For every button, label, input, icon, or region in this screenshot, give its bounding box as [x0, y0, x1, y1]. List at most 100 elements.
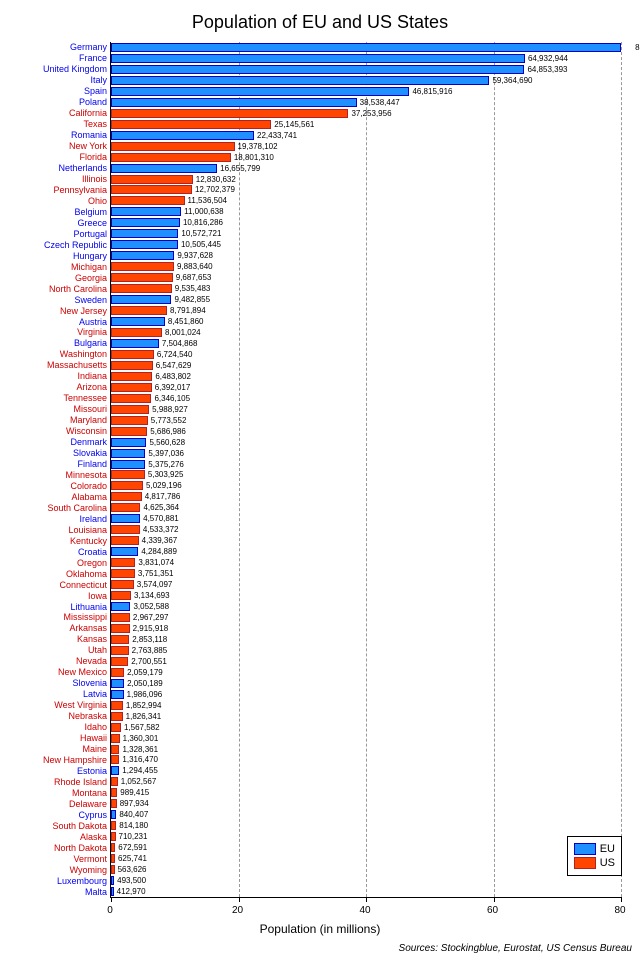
- bar: [111, 109, 348, 118]
- bar-row: Texas25,145,561: [111, 120, 621, 129]
- bar: [111, 755, 119, 764]
- bar-category-label: North Dakota: [54, 843, 107, 853]
- bar-row: Luxembourg493,500: [111, 876, 621, 885]
- bar-category-label: Bulgaria: [74, 338, 107, 348]
- bar: [111, 438, 146, 447]
- bar-category-label: Sweden: [74, 295, 107, 305]
- bar-row: Portugal10,572,721: [111, 229, 621, 238]
- bar-category-label: South Carolina: [47, 503, 107, 513]
- bar-category-label: Utah: [88, 645, 107, 655]
- legend-swatch: [574, 857, 596, 869]
- bar-row: California37,253,956: [111, 109, 621, 118]
- bar-category-label: Estonia: [77, 766, 107, 776]
- bar-category-label: Denmark: [70, 437, 107, 447]
- bar: [111, 229, 178, 238]
- bar-category-label: Slovakia: [73, 448, 107, 458]
- bar-row: Connecticut3,574,097: [111, 580, 621, 589]
- bar: [111, 449, 145, 458]
- bar-row: North Carolina9,535,483: [111, 284, 621, 293]
- bar: [111, 668, 124, 677]
- bar: [111, 196, 185, 205]
- bar-category-label: Indiana: [77, 371, 107, 381]
- bar-row: Utah2,763,885: [111, 646, 621, 655]
- bar-row: Arizona6,392,017: [111, 383, 621, 392]
- bar-category-label: Michigan: [71, 262, 107, 272]
- bar: [111, 361, 153, 370]
- bar: [111, 427, 147, 436]
- bar-row: Delaware897,934: [111, 799, 621, 808]
- bar: [111, 317, 165, 326]
- bar-category-label: Montana: [72, 788, 107, 798]
- bar-category-label: Romania: [71, 130, 107, 140]
- bar-row: Latvia1,986,096: [111, 690, 621, 699]
- bar: [111, 372, 152, 381]
- bar-value-label: 1,316,470: [122, 755, 158, 764]
- bar: [111, 120, 271, 129]
- bar-row: Colorado5,029,196: [111, 481, 621, 490]
- bar-value-label: 4,284,889: [141, 547, 177, 556]
- bar: [111, 865, 115, 874]
- bar-row: Nebraska1,826,341: [111, 712, 621, 721]
- bar-value-label: 22,433,741: [257, 131, 297, 140]
- bar-row: Minnesota5,303,925: [111, 470, 621, 479]
- bar: [111, 350, 154, 359]
- bar-value-label: 840,407: [119, 810, 148, 819]
- bar-row: Iowa3,134,693: [111, 591, 621, 600]
- bar: [111, 547, 138, 556]
- bar-category-label: Nebraska: [68, 711, 107, 721]
- bar-category-label: Massachusetts: [47, 360, 107, 370]
- bar-category-label: New Jersey: [60, 306, 107, 316]
- bar-row: Sweden9,482,855: [111, 295, 621, 304]
- bar-row: Illinois12,830,632: [111, 175, 621, 184]
- bar-row: Indiana6,483,802: [111, 372, 621, 381]
- bar-value-label: 37,253,956: [351, 109, 391, 118]
- bar-category-label: New Hampshire: [43, 755, 107, 765]
- bar: [111, 766, 119, 775]
- bar-value-label: 2,763,885: [132, 646, 168, 655]
- bar-category-label: Cyprus: [78, 810, 107, 820]
- bar-value-label: 6,483,802: [155, 372, 191, 381]
- bar-category-label: Wisconsin: [66, 426, 107, 436]
- bar: [111, 613, 130, 622]
- bar-category-label: Hawaii: [80, 733, 107, 743]
- bar: [111, 175, 193, 184]
- bar: [111, 635, 129, 644]
- bar: [111, 876, 114, 885]
- bar-row: New York19,378,102: [111, 142, 621, 151]
- bar-value-label: 12,702,379: [195, 185, 235, 194]
- bar: [111, 394, 151, 403]
- x-axis-tick-label: 40: [359, 905, 370, 916]
- bar-row: Washington6,724,540: [111, 350, 621, 359]
- bar-value-label: 4,625,364: [143, 503, 179, 512]
- bar-category-label: Illinois: [82, 174, 107, 184]
- bar-category-label: Poland: [79, 97, 107, 107]
- bar-category-label: Vermont: [73, 854, 107, 864]
- bar-value-label: 8,001,024: [165, 328, 201, 337]
- bar-value-label: 2,915,918: [133, 624, 169, 633]
- bar-row: Poland38,538,447: [111, 98, 621, 107]
- bar: [111, 65, 524, 74]
- bar: [111, 821, 116, 830]
- bar-value-label: 897,934: [120, 799, 149, 808]
- bar-row: Maryland5,773,552: [111, 416, 621, 425]
- bar-value-label: 9,482,855: [174, 295, 210, 304]
- bar-value-label: 10,505,445: [181, 240, 221, 249]
- bar-row: Cyprus840,407: [111, 810, 621, 819]
- bar: [111, 591, 131, 600]
- bar-row: Austria8,451,860: [111, 317, 621, 326]
- x-tick: [494, 897, 495, 902]
- bar: [111, 240, 178, 249]
- bar-row: Bulgaria7,504,868: [111, 339, 621, 348]
- bar-value-label: 5,375,276: [148, 460, 184, 469]
- bar-row: Malta412,970: [111, 887, 621, 896]
- x-tick: [366, 897, 367, 902]
- bar-value-label: 412,970: [117, 887, 146, 896]
- legend-swatch: [574, 843, 596, 855]
- bar-row: Romania22,433,741: [111, 131, 621, 140]
- bar-category-label: Hungary: [73, 251, 107, 261]
- bar: [111, 777, 118, 786]
- bar-value-label: 3,134,693: [134, 591, 170, 600]
- sources-text: Sources: Stockingblue, Eurostat, US Cens…: [399, 943, 632, 954]
- bar-value-label: 6,724,540: [157, 350, 193, 359]
- bar-row: Slovakia5,397,036: [111, 449, 621, 458]
